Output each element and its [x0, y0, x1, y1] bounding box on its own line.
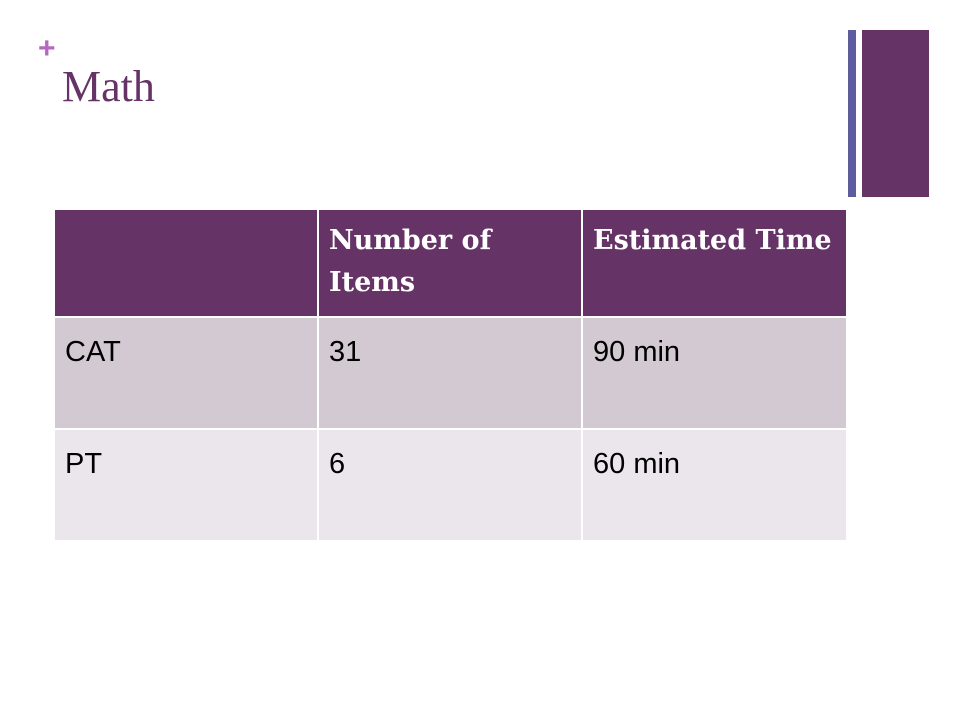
table-row: CAT 31 90 min — [53, 316, 848, 430]
header-cell-estimated-time: Estimated Time — [581, 208, 848, 318]
table-row: PT 6 60 min — [53, 428, 848, 542]
number-of-items-cell: 31 — [317, 316, 583, 430]
slide-title: Math — [62, 62, 155, 111]
header-cell-number-of-items: Number of Items — [317, 208, 583, 318]
table-header-row: Number of Items Estimated Time — [53, 208, 848, 318]
header-cell-empty — [53, 208, 319, 318]
number-of-items-cell: 6 — [317, 428, 583, 542]
estimated-time-cell: 60 min — [581, 428, 848, 542]
accent-bar-thin — [848, 30, 856, 197]
row-label-cell: CAT — [53, 316, 319, 430]
accent-bar-thick — [862, 30, 929, 197]
plus-icon: + — [38, 32, 56, 65]
estimated-time-cell: 90 min — [581, 316, 848, 430]
row-label-cell: PT — [53, 428, 319, 542]
data-table: Number of Items Estimated Time CAT 31 90… — [53, 208, 848, 542]
